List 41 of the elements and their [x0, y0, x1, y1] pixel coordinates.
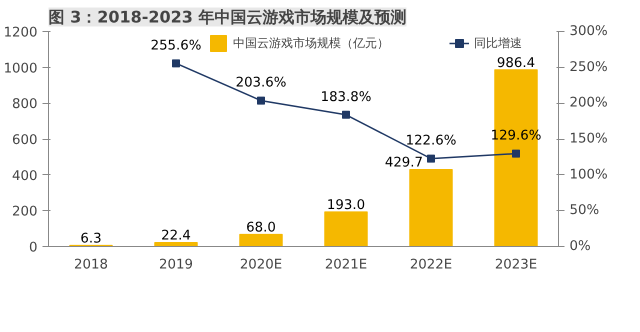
point — [257, 96, 265, 105]
y-tick-label: 0 — [29, 240, 38, 256]
data-label: 429.7 — [384, 156, 423, 171]
data-label: 122.6% — [406, 134, 456, 149]
x-tick-label: 2022E — [410, 258, 452, 272]
chart-title: 图 3：2018-2023 年中国云游戏市场规模及预测 — [48, 8, 406, 26]
data-label: 193.0 — [326, 198, 366, 213]
point — [512, 150, 520, 158]
bar — [324, 211, 368, 246]
data-label: 203.6% — [236, 76, 286, 91]
legend-label: 中国云游戏市场规模（亿元） — [233, 34, 389, 52]
x-tick-label: 2019 — [159, 258, 193, 272]
data-label: 255.6% — [150, 38, 202, 54]
data-label: 22.4 — [161, 228, 191, 244]
data-label: 183.8% — [320, 90, 372, 105]
bar — [239, 234, 283, 246]
x-tick-label: 2020E — [240, 258, 282, 272]
bar — [409, 169, 453, 246]
y2-tick-label: 150% — [570, 132, 608, 146]
y-tick-label: 200 — [12, 204, 38, 220]
y-tick-label: 800 — [12, 97, 38, 112]
y-tick-label: 1200 — [4, 26, 38, 40]
data-label: 68.0 — [246, 220, 276, 236]
y-tick-label: 600 — [12, 133, 38, 148]
legend-label: 同比增速 — [474, 34, 522, 52]
data-label: 986.4 — [496, 56, 536, 71]
y2-tick-label: 300% — [570, 24, 608, 39]
x-tick-label: 2018 — [74, 258, 108, 272]
y2-tick-label: 200% — [570, 96, 608, 111]
y2-tick-label: 50% — [570, 203, 600, 218]
point — [427, 154, 435, 163]
x-tick-label: 2023E — [494, 258, 538, 272]
x-tick-label: 2021E — [324, 258, 368, 272]
y2-tick-label: 100% — [570, 167, 608, 182]
point — [172, 59, 180, 68]
data-label: 6.3 — [80, 231, 102, 246]
y2-tick-label: 250% — [570, 60, 608, 75]
y2-tick-label: 0% — [570, 239, 591, 254]
y-tick-label: 1000 — [4, 61, 38, 76]
point — [342, 110, 350, 119]
y-tick-label: 400 — [12, 168, 38, 184]
